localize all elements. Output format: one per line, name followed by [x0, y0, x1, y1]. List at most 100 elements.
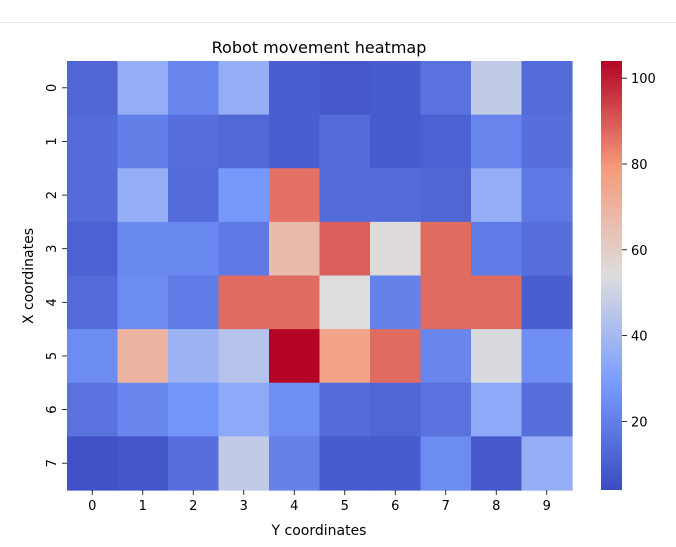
heatmap-cell: [218, 114, 270, 169]
heatmap-cell: [521, 221, 573, 277]
heatmap-cell: [67, 436, 119, 491]
heatmap-cell: [319, 329, 371, 384]
heatmap-cell: [269, 61, 321, 116]
heatmap-cell: [521, 168, 573, 223]
heatmap-cell: [471, 168, 523, 223]
heatmap-cell: [521, 61, 573, 116]
chart-title: Robot movement heatmap: [212, 38, 427, 57]
heatmap-cell: [168, 382, 220, 437]
y-tick-label: 3: [45, 245, 60, 253]
heatmap-cell: [370, 221, 422, 277]
heatmap-cell: [67, 221, 119, 277]
heatmap-cell: [269, 329, 321, 384]
heatmap-cell: [269, 436, 321, 491]
heatmap-cell: [168, 329, 220, 384]
x-axis-label: Y coordinates: [271, 523, 367, 539]
heatmap-cell: [218, 61, 270, 116]
heatmap-cell: [370, 436, 422, 491]
heatmap-cell: [168, 436, 220, 491]
heatmap-cell: [269, 168, 321, 223]
heatmap-cell: [420, 329, 472, 384]
heatmap-cell: [471, 221, 523, 277]
heatmap-cell: [117, 221, 169, 277]
y-tick-label: 2: [45, 191, 60, 199]
colorbar-tick-label: 60: [631, 244, 648, 259]
heatmap-cell: [521, 275, 573, 330]
heatmap-cell: [471, 275, 523, 330]
heatmap-cell: [420, 436, 472, 491]
heatmap-cells: [67, 61, 573, 491]
heatmap-cell: [117, 61, 169, 116]
heatmap-cell: [218, 221, 270, 277]
heatmap-cell: [471, 114, 523, 169]
heatmap-cell: [420, 168, 472, 223]
x-tick-label: 4: [290, 499, 298, 514]
y-tick-label: 6: [45, 405, 60, 413]
heatmap-cell: [269, 221, 321, 277]
x-tick-label: 2: [189, 499, 197, 514]
colorbar-tick-label: 80: [631, 158, 648, 173]
x-tick-label: 7: [442, 499, 450, 514]
y-tick-label: 0: [45, 84, 60, 92]
heatmap-cell: [168, 168, 220, 223]
colorbar: [601, 61, 622, 490]
heatmap-cell: [420, 382, 472, 437]
heatmap-cell: [67, 329, 119, 384]
heatmap-cell: [117, 436, 169, 491]
heatmap-cell: [218, 168, 270, 223]
heatmap-cell: [168, 61, 220, 116]
heatmap-cell: [319, 436, 371, 491]
heatmap-cell: [67, 114, 119, 169]
heatmap-cell: [117, 114, 169, 169]
heatmap-cell: [218, 436, 270, 491]
heatmap-cell: [420, 275, 472, 330]
heatmap-cell: [370, 114, 422, 169]
y-tick-label: 4: [45, 298, 60, 306]
heatmap-cell: [269, 382, 321, 437]
heatmap-cell: [319, 275, 371, 330]
heatmap-cell: [117, 275, 169, 330]
heatmap-cell: [319, 61, 371, 116]
colorbar-tick-label: 40: [631, 330, 648, 345]
x-tick-label: 1: [139, 499, 147, 514]
heatmap-cell: [370, 275, 422, 330]
heatmap-cell: [67, 61, 119, 116]
heatmap-cell: [521, 329, 573, 384]
heatmap-cell: [168, 221, 220, 277]
x-tick-label: 8: [492, 499, 500, 514]
heatmap-cell: [319, 221, 371, 277]
x-tick-label: 9: [543, 499, 551, 514]
heatmap-cell: [370, 168, 422, 223]
heatmap-cell: [218, 329, 270, 384]
heatmap-cell: [67, 382, 119, 437]
heatmap-cell: [370, 61, 422, 116]
heatmap-cell: [218, 275, 270, 330]
heatmap-cell: [269, 275, 321, 330]
colorbar-tick-label: 20: [631, 415, 648, 430]
heatmap-cell: [269, 114, 321, 169]
heatmap-cell: [521, 382, 573, 437]
heatmap-cell: [117, 168, 169, 223]
heatmap-cell: [420, 61, 472, 116]
heatmap-cell: [471, 61, 523, 116]
heatmap-cell: [370, 329, 422, 384]
y-tick-label: 5: [45, 352, 60, 360]
heatmap-cell: [168, 114, 220, 169]
x-tick-label: 3: [240, 499, 248, 514]
heatmap-cell: [218, 382, 270, 437]
heatmap-cell: [67, 275, 119, 330]
heatmap-cell: [521, 114, 573, 169]
x-tick-label: 5: [341, 499, 349, 514]
heatmap-cell: [420, 114, 472, 169]
heatmap-cell: [471, 436, 523, 491]
heatmap-cell: [471, 382, 523, 437]
x-tick-label: 6: [391, 499, 399, 514]
heatmap-cell: [168, 275, 220, 330]
x-tick-label: 0: [88, 499, 96, 514]
colorbar-ticks: 20 40 60 80 100: [622, 72, 656, 430]
heatmap-cell: [319, 382, 371, 437]
top-divider: [0, 22, 676, 23]
x-axis-ticks: 0 1 2 3 4 5 6 7 8 9: [88, 490, 551, 514]
y-axis-ticks: 0 1 2 3 4 5 6 7: [45, 84, 67, 467]
heatmap-cell: [521, 436, 573, 491]
